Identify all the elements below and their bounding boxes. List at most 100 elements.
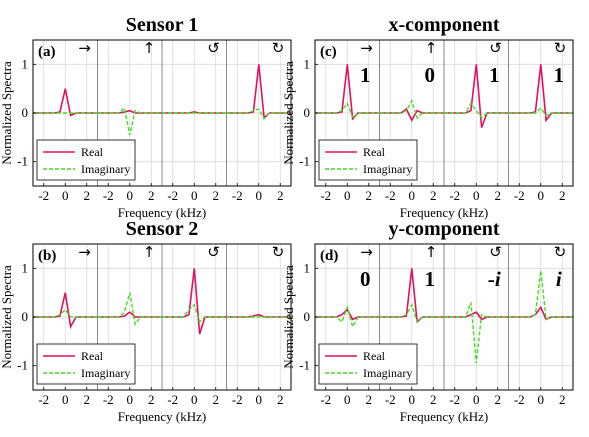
component-annotation: -i	[488, 267, 501, 291]
subplot-1: -2 0 2 → 1	[315, 39, 380, 203]
x-tick-label: 0	[538, 392, 545, 407]
panel-d: y-component-2 0 2→0-2 0 2↑1-2 0 2↺-i-2 0 2↻i10-1…	[281, 218, 574, 424]
legend-box	[318, 343, 418, 385]
x-tick-label: 2	[84, 392, 91, 407]
x-tick-label: 0	[538, 188, 545, 203]
y-tick-label: 0	[304, 309, 311, 324]
x-tick-label: -2	[167, 188, 178, 203]
y-tick-label: -1	[17, 154, 28, 169]
subplot-3: -2 0 2 ↺	[162, 39, 227, 203]
x-tick-label: -2	[514, 188, 525, 203]
x-tick-label: 2	[213, 188, 220, 203]
plot-frame	[32, 39, 292, 187]
series-imaginary	[508, 270, 573, 321]
x-tick-label: 0	[473, 392, 480, 407]
subplot-3: -2 0 2 ↺ -i	[444, 243, 509, 407]
legend: Real Imaginary	[36, 343, 136, 385]
x-tick-label: 0	[256, 392, 263, 407]
subplot-4: -2 0 2 ↻ 1	[508, 39, 573, 203]
series-imaginary	[315, 305, 380, 329]
x-tick-label: -2	[320, 392, 331, 407]
x-tick-label: 0	[191, 188, 198, 203]
x-tick-label: -2	[38, 188, 49, 203]
x-tick-label: 2	[559, 392, 566, 407]
panel-label: (b)	[38, 248, 56, 264]
legend-label-real: Real	[81, 145, 104, 159]
polarization-arrow-icon: ↺	[489, 243, 502, 261]
x-tick-label: 0	[344, 392, 351, 407]
series-imaginary	[226, 108, 291, 120]
plot-frame	[314, 39, 574, 187]
y-tick-label: 1	[304, 56, 311, 71]
series-imaginary	[97, 106, 162, 136]
legend-label-real: Real	[363, 349, 386, 363]
polarization-arrow-icon: ↻	[272, 39, 285, 57]
legend-label-real: Real	[81, 349, 104, 363]
legend-label-imaginary: Imaginary	[81, 162, 130, 176]
subplot-3: -2 0 2 ↺ 1	[444, 39, 509, 203]
x-axis-label: Frequency (kHz)	[118, 409, 206, 424]
component-annotation: 1	[489, 63, 500, 87]
x-tick-label: 2	[495, 392, 502, 407]
component-annotation: 1	[360, 63, 371, 87]
panel-c: x-component-2 0 2→1-2 0 2↑0-2 0 2↺1-2 0 2↻110-1(…	[281, 14, 574, 220]
component-annotation: 1	[554, 63, 565, 87]
legend-box	[318, 139, 418, 181]
polarization-arrow-icon: ↺	[489, 39, 502, 57]
polarization-arrow-icon: ↑	[425, 39, 438, 57]
series-imaginary	[508, 107, 573, 117]
subplot-4: -2 0 2 ↻	[226, 39, 291, 203]
y-tick-label: -1	[299, 154, 310, 169]
y-axis-label: Normalized Spectra	[281, 265, 296, 369]
y-tick-label: 1	[304, 260, 311, 275]
x-tick-label: 2	[148, 188, 155, 203]
x-tick-label: 0	[127, 188, 134, 203]
subplot-2: -2 0 2↑0	[379, 39, 444, 203]
x-tick-label: 0	[62, 188, 69, 203]
x-tick-label: -2	[232, 188, 243, 203]
series-imaginary	[379, 99, 444, 120]
x-tick-label: 2	[495, 188, 502, 203]
x-tick-label: -2	[514, 392, 525, 407]
series-imaginary	[379, 303, 444, 324]
plot-frame	[314, 243, 574, 391]
legend: Real Imaginary	[318, 139, 418, 181]
x-tick-label: -2	[232, 392, 243, 407]
x-tick-label: 2	[213, 392, 220, 407]
y-axis-label: Normalized Spectra	[281, 61, 296, 165]
x-tick-label: -2	[449, 188, 460, 203]
y-tick-label: 0	[304, 105, 311, 120]
subplot-4: -2 0 2 ↻	[226, 243, 291, 407]
legend-label-real: Real	[363, 145, 386, 159]
subplot-4: -2 0 2 ↻ i	[508, 243, 573, 407]
panel-label: (c)	[320, 44, 337, 60]
series-imaginary	[162, 303, 227, 324]
panel-label: (a)	[38, 44, 56, 60]
x-tick-label: 0	[127, 392, 134, 407]
y-tick-label: 1	[22, 56, 29, 71]
series-imaginary	[444, 102, 509, 119]
panel-b: Sensor 2-2 0 2→-2 0 2↑-2 0 2↺-2 0 2↻10-1(b)RealI…	[0, 218, 292, 424]
subplot-3: -2 0 2 ↺	[162, 243, 227, 407]
polarization-arrow-icon: ↑	[143, 243, 156, 261]
series-imaginary	[33, 308, 98, 318]
panel-title: x-component	[388, 14, 499, 36]
x-tick-label: 2	[366, 188, 373, 203]
x-tick-label: 2	[430, 392, 437, 407]
panel-title: Sensor 1	[126, 14, 198, 36]
x-tick-label: 2	[277, 188, 284, 203]
polarization-arrow-icon: →	[360, 39, 373, 57]
legend-label-imaginary: Imaginary	[81, 366, 130, 380]
legend: Real Imaginary	[36, 139, 136, 181]
x-axis-label: Frequency (kHz)	[118, 205, 206, 220]
legend-label-imaginary: Imaginary	[363, 366, 412, 380]
y-tick-label: -1	[17, 358, 28, 373]
x-tick-label: 2	[430, 188, 437, 203]
polarization-arrow-icon: ↑	[143, 39, 156, 57]
x-tick-label: -2	[103, 188, 114, 203]
polarization-arrow-icon: ↻	[554, 243, 567, 261]
x-tick-label: 2	[559, 188, 566, 203]
x-tick-label: -2	[449, 392, 460, 407]
x-tick-label: 0	[344, 188, 351, 203]
component-annotation: 1	[425, 267, 436, 291]
